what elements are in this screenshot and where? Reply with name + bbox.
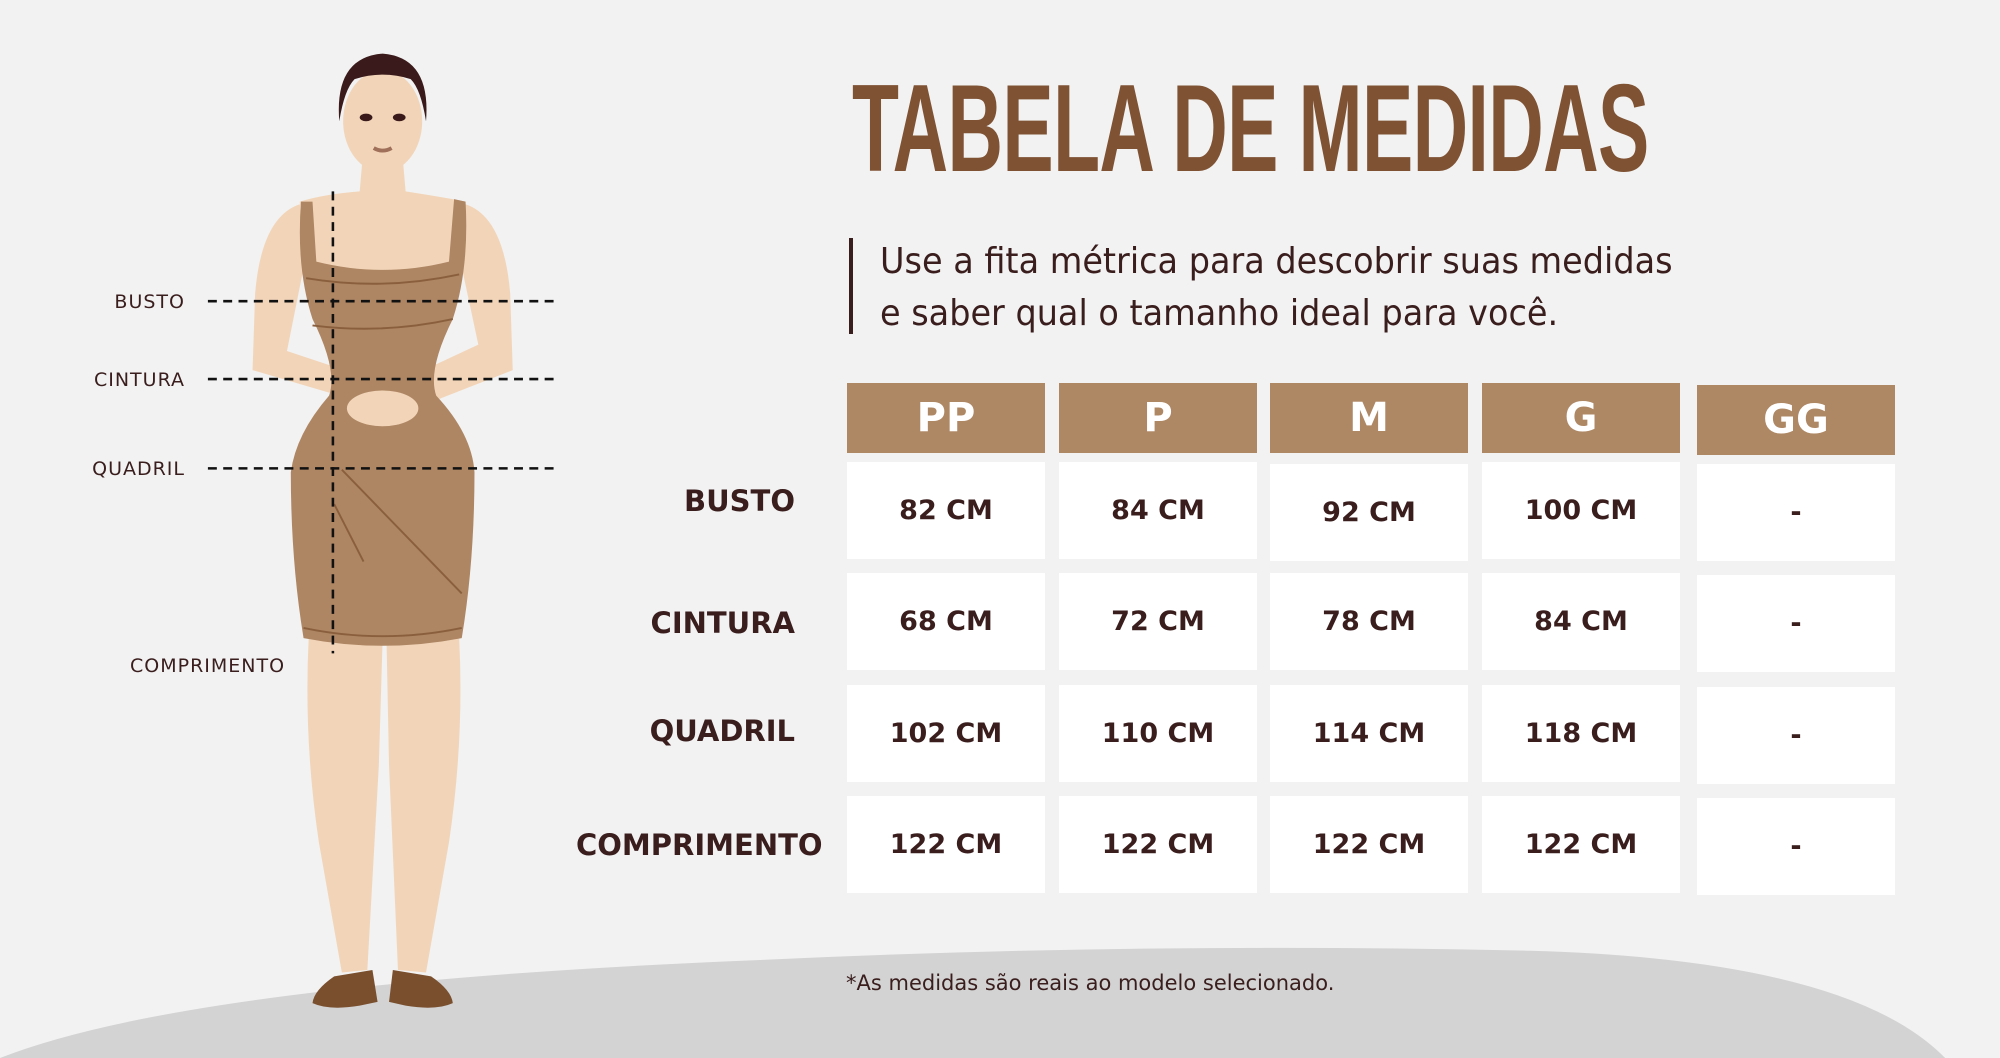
size-header-m: M [1270, 383, 1468, 453]
floor-curve [0, 947, 1946, 1058]
table-cell: 84 CM [1059, 462, 1257, 559]
table-cell: 78 CM [1270, 573, 1468, 670]
table-cell: 68 CM [847, 573, 1045, 670]
subtitle: Use a fita métrica para descobrir suas m… [880, 236, 1673, 340]
table-cell: 122 CM [847, 796, 1045, 893]
figure-label-quadril: QUADRIL [92, 458, 185, 480]
table-cell: 122 CM [1270, 796, 1468, 893]
row-label-quadril: QUADRIL [649, 714, 795, 748]
table-cell: - [1697, 687, 1895, 784]
row-label-cintura: CINTURA [650, 606, 795, 640]
woman-figure [252, 53, 513, 1008]
measurement-lines [207, 191, 559, 654]
table-cell: 122 CM [1059, 796, 1257, 893]
subtitle-line-2: e saber qual o tamanho ideal para você. [880, 293, 1559, 334]
table-cell: 72 CM [1059, 573, 1257, 670]
table-cell: 92 CM [1270, 464, 1468, 561]
subtitle-line-1: Use a fita métrica para descobrir suas m… [880, 241, 1673, 282]
table-cell: 122 CM [1482, 796, 1680, 893]
footnote: *As medidas são reais ao modelo selecion… [846, 971, 1335, 995]
figure-label-busto: BUSTO [114, 291, 185, 313]
table-cell: 100 CM [1482, 462, 1680, 559]
figure-label-comprimento: COMPRIMENTO [130, 655, 286, 677]
size-header-gg: GG [1697, 385, 1895, 455]
size-header-p: P [1059, 383, 1257, 453]
page-title: TABELA DE MEDIDAS [852, 60, 1649, 198]
table-cell: 114 CM [1270, 685, 1468, 782]
table-cell: 110 CM [1059, 685, 1257, 782]
table-cell: 102 CM [847, 685, 1045, 782]
table-cell: - [1697, 464, 1895, 561]
row-label-busto: BUSTO [684, 484, 795, 518]
size-header-g: G [1482, 383, 1680, 453]
figure-label-cintura: CINTURA [93, 369, 185, 391]
table-cell: 82 CM [847, 462, 1045, 559]
table-cell: - [1697, 798, 1895, 895]
table-cell: 118 CM [1482, 685, 1680, 782]
subtitle-accent-bar [849, 238, 853, 334]
row-label-comprimento: COMPRIMENTO [576, 828, 823, 862]
table-cell: 84 CM [1482, 573, 1680, 670]
table-cell: - [1697, 575, 1895, 672]
size-header-pp: PP [847, 383, 1045, 453]
